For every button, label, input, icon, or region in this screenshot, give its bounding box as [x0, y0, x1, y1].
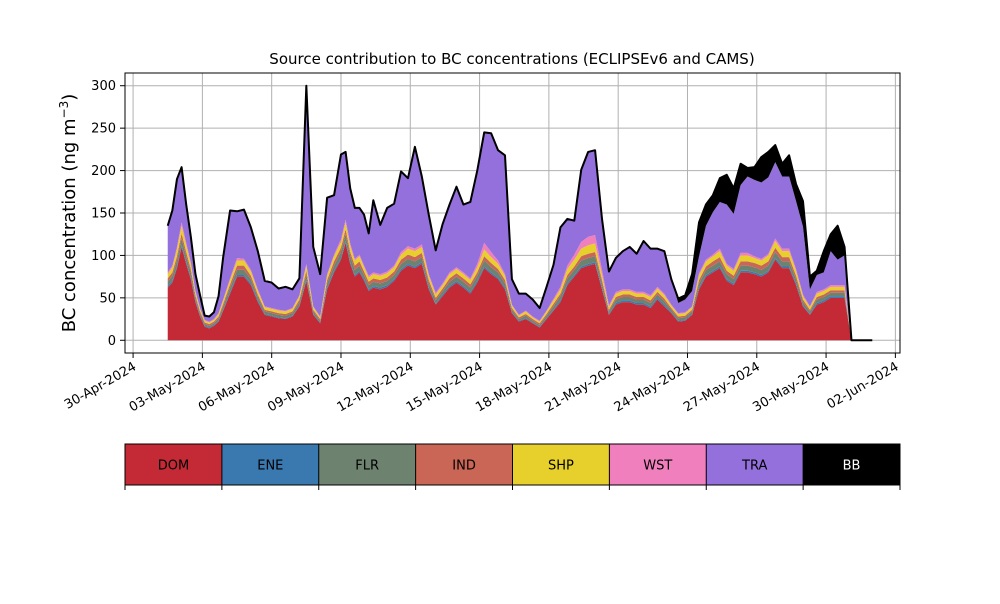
total-line [166, 84, 873, 342]
y-tick-label: 150 [91, 207, 116, 222]
y-axis-label-tail: ) [59, 94, 80, 101]
x-tick-label: 12-May-2024 [335, 359, 417, 415]
y-axis-label-sup: −3 [57, 101, 71, 119]
legend-swatch-flr [318, 444, 416, 485]
y-tick-label: 50 [99, 291, 116, 306]
y-axis-label: BC concentration (ng m−3) [57, 94, 80, 333]
x-tick-label: 09-May-2024 [265, 359, 347, 415]
y-tick-label: 300 [91, 79, 116, 94]
legend-swatch-shp [512, 444, 610, 485]
legend-swatch-tra [706, 444, 804, 485]
legend-label-ene: ENE [257, 459, 283, 474]
area-series-dom [167, 242, 873, 341]
y-tick-label: 100 [91, 249, 116, 264]
legend-label-ind: IND [452, 459, 476, 474]
area-series-shp [167, 222, 873, 341]
area-series-flr [167, 234, 873, 341]
x-tick-label: 02-Jun-2024 [825, 359, 902, 412]
legend-label-tra: TRA [741, 459, 767, 474]
y-tick-label: 200 [91, 164, 116, 179]
legend-swatch-ind [415, 444, 513, 485]
x-tick-label: 24-May-2024 [612, 359, 694, 415]
x-tick-label: 30-May-2024 [750, 359, 832, 415]
legend-label-bb: BB [843, 459, 861, 474]
x-tick-label: 18-May-2024 [473, 359, 555, 415]
y-tick-label: 0 [108, 334, 116, 349]
legend-frame [124, 443, 901, 486]
legend-colorbar: DOM ENE FLR IND SHP WST TRA BB [124, 443, 901, 490]
legend-swatch-ene [221, 444, 319, 485]
legend-swatch-bb [803, 444, 900, 485]
area-series-ene [167, 241, 873, 341]
chart-title: Source contribution to BC concentrations… [269, 50, 754, 68]
legend-label-wst: WST [643, 459, 672, 474]
y-tick-label: 250 [91, 122, 116, 137]
plot-area: 05010015020025030030-Apr-202403-May-2024… [62, 72, 902, 415]
x-tick-label: 15-May-2024 [404, 359, 486, 415]
legend-swatch-wst [609, 444, 707, 485]
area-series-tra [167, 85, 873, 341]
legend-swatch-dom [125, 444, 222, 485]
y-axis-label-main: BC concentration (ng m [59, 118, 80, 332]
x-tick-label: 27-May-2024 [681, 359, 763, 415]
x-tick-label: 06-May-2024 [196, 359, 278, 415]
legend-label-flr: FLR [355, 459, 379, 474]
x-tick-label: 21-May-2024 [543, 359, 625, 415]
legend-label-shp: SHP [548, 459, 574, 474]
area-series-ind [167, 229, 873, 341]
legend-label-dom: DOM [158, 459, 189, 474]
x-tick-label: 03-May-2024 [127, 359, 209, 415]
